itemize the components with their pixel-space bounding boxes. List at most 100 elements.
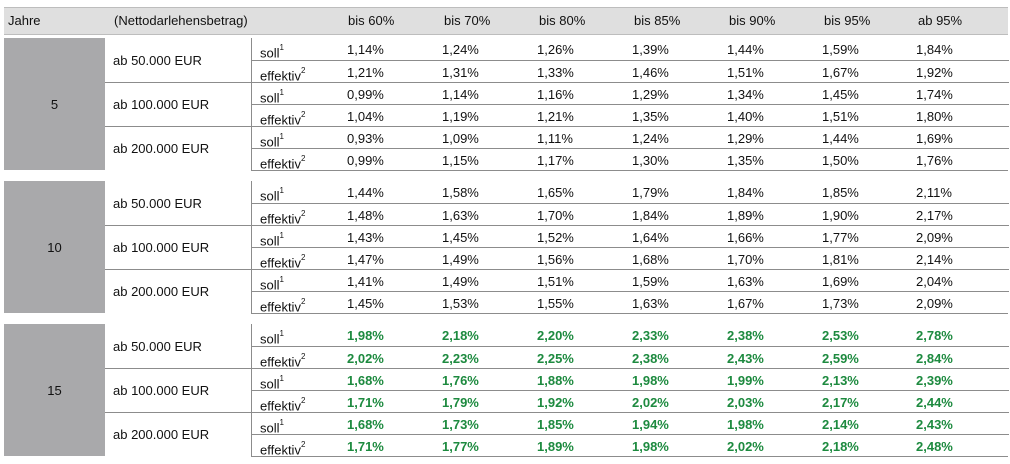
rate-value-cell: 1,63% <box>727 274 764 289</box>
block-bottom-divider <box>251 313 1008 314</box>
rate-value-cell: 2,18% <box>822 439 859 454</box>
rate-value-cell: 1,14% <box>347 42 384 57</box>
rate-value-cell: 1,76% <box>916 153 953 168</box>
rate-value-cell: 2,02% <box>632 395 669 410</box>
rate-value-cell: 1,59% <box>632 274 669 289</box>
rate-value-cell: 1,44% <box>347 185 384 200</box>
rate-value-cell: 1,70% <box>537 208 574 223</box>
amount-divider <box>105 225 253 226</box>
footnote-marker: 2 <box>300 440 306 449</box>
table-row-effektiv: effektiv2 1,71% 1,79% 1,92% 2,02% 2,03% 2,17% 2… <box>251 390 1009 413</box>
rate-value-cell: 1,88% <box>537 373 574 388</box>
rate-value-cell: 1,21% <box>537 109 574 124</box>
amount-divider <box>105 126 253 127</box>
header-ltv-over-95: ab 95% <box>918 13 963 28</box>
rate-value-cell: 1,21% <box>347 65 384 80</box>
rate-value-cell: 1,45% <box>442 230 479 245</box>
rate-value-cell: 1,45% <box>347 296 384 311</box>
rate-type-label: effektiv2 <box>260 61 305 83</box>
footnote-marker: 1 <box>279 132 284 141</box>
rate-value-cell: 0,99% <box>347 87 384 102</box>
rate-value-cell: 2,18% <box>442 328 479 343</box>
table-row-effektiv: effektiv2 1,45% 1,53% 1,55% 1,63% 1,67% 1,73% 2… <box>251 291 1009 314</box>
rate-type-label: soll1 <box>260 226 284 248</box>
rate-type-label: effektiv2 <box>260 204 305 226</box>
rate-value-cell: 2,38% <box>632 351 669 366</box>
loan-amount-label: ab 50.000 EUR <box>113 195 202 211</box>
rate-value-cell: 2,13% <box>822 373 859 388</box>
rate-value-cell: 1,50% <box>822 153 859 168</box>
table-row-soll: soll1 1,41% 1,49% 1,51% 1,59% 1,63% 1,69% 2,04% <box>251 269 1009 292</box>
rate-value-cell: 1,34% <box>727 87 764 102</box>
rate-value-cell: 2,03% <box>727 395 764 410</box>
term-years-cell: 10 <box>4 181 105 313</box>
rate-value-cell: 1,90% <box>822 208 859 223</box>
table-row-effektiv: effektiv2 0,99% 1,15% 1,17% 1,30% 1,35% 1,50% 1… <box>251 148 1009 171</box>
rate-value-cell: 2,09% <box>916 296 953 311</box>
loan-amount-label: ab 50.000 EUR <box>113 52 202 68</box>
rate-value-cell: 2,04% <box>916 274 953 289</box>
header-ltv-60: bis 60% <box>348 13 395 28</box>
rate-type-text: effektiv <box>260 211 301 227</box>
rate-value-cell: 1,81% <box>822 252 859 267</box>
rate-value-cell: 1,84% <box>727 185 764 200</box>
rate-value-cell: 1,45% <box>822 87 859 102</box>
loan-amount-label: ab 100.000 EUR <box>113 382 210 398</box>
footnote-marker: 2 <box>300 110 306 119</box>
loan-amount-label: ab 100.000 EUR <box>113 96 210 112</box>
rate-type-label: effektiv2 <box>260 105 305 127</box>
rate-type-text: soll <box>260 134 280 150</box>
rate-value-cell: 2,14% <box>916 252 953 267</box>
rate-value-cell: 1,98% <box>632 439 669 454</box>
amount-divider <box>105 412 253 413</box>
rate-value-cell: 1,98% <box>727 417 764 432</box>
table-header: Jahre (Nettodarlehensbetrag) bis 60% bis… <box>4 7 1008 35</box>
rate-value-cell: 1,79% <box>632 185 669 200</box>
block-bottom-divider <box>251 456 1008 457</box>
table-row-soll: soll1 1,44% 1,58% 1,65% 1,79% 1,84% 1,85% 2,11% <box>251 181 1009 203</box>
table-row-effektiv: effektiv2 1,21% 1,31% 1,33% 1,46% 1,51% 1,67% 1… <box>251 60 1009 83</box>
rate-value-cell: 1,33% <box>537 65 574 80</box>
rate-value-cell: 1,11% <box>537 131 573 146</box>
rate-type-text: soll <box>260 188 280 204</box>
rate-value-cell: 1,49% <box>442 274 479 289</box>
rate-type-text: soll <box>260 277 280 293</box>
rate-value-cell: 2,20% <box>537 328 574 343</box>
rate-value-cell: 1,35% <box>632 109 669 124</box>
rate-value-cell: 2,53% <box>822 328 859 343</box>
header-amount: (Nettodarlehensbetrag) <box>114 13 248 28</box>
rate-value-cell: 1,55% <box>537 296 574 311</box>
rate-type-label: soll1 <box>260 38 284 60</box>
rate-type-text: soll <box>260 45 280 61</box>
rate-value-cell: 1,56% <box>537 252 574 267</box>
footnote-marker: 2 <box>300 396 306 405</box>
rate-value-cell: 2,33% <box>632 328 669 343</box>
rate-type-label: effektiv2 <box>260 149 305 171</box>
rate-value-cell: 1,68% <box>347 417 384 432</box>
rate-value-cell: 1,53% <box>442 296 479 311</box>
loan-amount-label: ab 100.000 EUR <box>113 239 210 255</box>
rate-value-cell: 1,46% <box>632 65 669 80</box>
rate-value-cell: 2,02% <box>347 351 384 366</box>
rate-value-cell: 1,80% <box>916 109 953 124</box>
footnote-marker: 2 <box>300 66 306 75</box>
rate-value-cell: 1,51% <box>822 109 859 124</box>
rate-type-label: soll1 <box>260 181 284 203</box>
rate-type-label: soll1 <box>260 127 284 149</box>
rate-value-cell: 1,76% <box>442 373 479 388</box>
rate-value-cell: 1,43% <box>347 230 384 245</box>
loan-amount-label: ab 200.000 EUR <box>113 283 210 299</box>
rate-type-text: effektiv <box>260 255 301 271</box>
rate-value-cell: 2,14% <box>822 417 859 432</box>
rate-type-label: soll1 <box>260 413 284 435</box>
rate-type-text: soll <box>260 376 280 392</box>
rate-value-cell: 2,39% <box>916 373 953 388</box>
rate-type-text: effektiv <box>260 68 301 84</box>
rate-value-cell: 1,31% <box>442 65 479 80</box>
rate-type-text: soll <box>260 420 280 436</box>
rate-value-cell: 1,94% <box>632 417 669 432</box>
rate-value-cell: 1,77% <box>442 439 479 454</box>
rate-value-cell: 1,68% <box>347 373 384 388</box>
rate-value-cell: 1,74% <box>916 87 953 102</box>
rate-type-label: soll1 <box>260 369 284 391</box>
